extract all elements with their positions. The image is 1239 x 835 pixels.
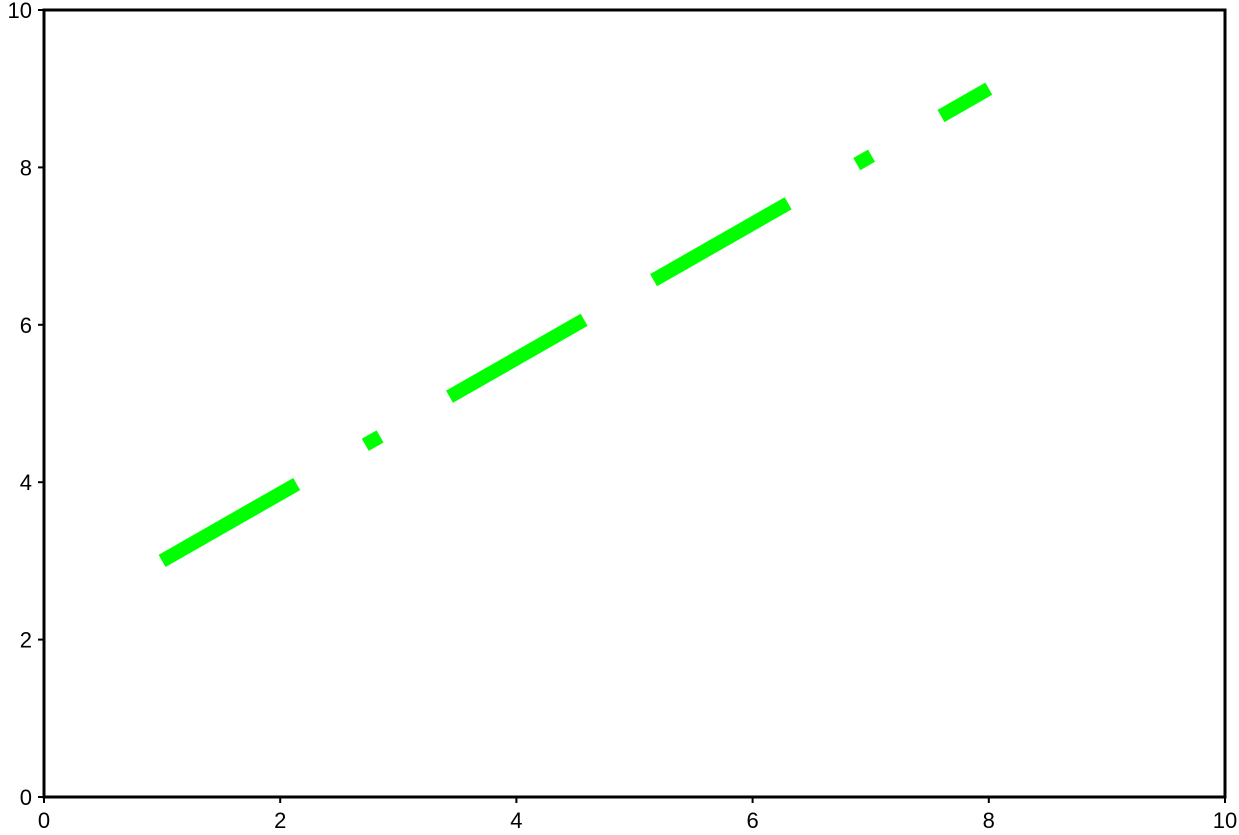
x-tick-label: 4	[510, 808, 522, 833]
y-tick-label: 2	[20, 628, 32, 653]
x-tick-label: 10	[1213, 808, 1237, 833]
y-tick-label: 8	[20, 155, 32, 180]
y-axis: 0 2 4 6 8 10	[8, 0, 44, 810]
y-tick-label: 10	[8, 0, 32, 23]
plot-area	[158, 82, 993, 567]
plot-frame	[42, 8, 1227, 799]
x-tick-label: 6	[746, 808, 758, 833]
y-tick-label: 4	[20, 470, 32, 495]
y-tick-label: 0	[20, 785, 32, 810]
series-line-0	[158, 82, 993, 567]
x-tick-label: 0	[38, 808, 50, 833]
x-tick-label: 2	[274, 808, 286, 833]
y-tick-label: 6	[20, 313, 32, 338]
x-axis: 0 2 4 6 8 10	[38, 797, 1237, 833]
x-tick-label: 8	[983, 808, 995, 833]
